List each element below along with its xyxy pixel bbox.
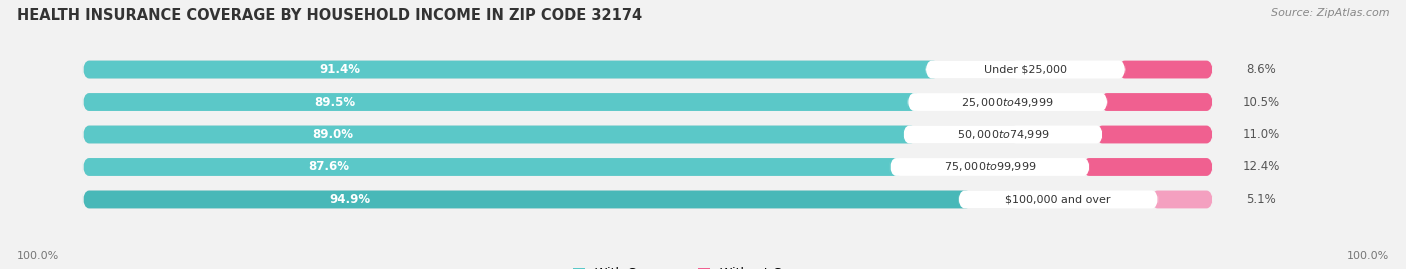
- Text: 10.5%: 10.5%: [1243, 95, 1279, 108]
- FancyBboxPatch shape: [83, 61, 939, 79]
- FancyBboxPatch shape: [1152, 190, 1213, 208]
- FancyBboxPatch shape: [83, 190, 972, 208]
- FancyBboxPatch shape: [1083, 158, 1213, 176]
- FancyBboxPatch shape: [1095, 126, 1213, 143]
- Text: $100,000 and over: $100,000 and over: [1005, 194, 1111, 204]
- FancyBboxPatch shape: [1101, 93, 1213, 111]
- Text: HEALTH INSURANCE COVERAGE BY HOUSEHOLD INCOME IN ZIP CODE 32174: HEALTH INSURANCE COVERAGE BY HOUSEHOLD I…: [17, 8, 643, 23]
- Text: 89.0%: 89.0%: [312, 128, 354, 141]
- FancyBboxPatch shape: [959, 190, 1159, 208]
- FancyBboxPatch shape: [83, 158, 904, 176]
- Text: 8.6%: 8.6%: [1246, 63, 1275, 76]
- Text: 94.9%: 94.9%: [329, 193, 370, 206]
- Text: 100.0%: 100.0%: [17, 251, 59, 261]
- Text: 5.1%: 5.1%: [1246, 193, 1275, 206]
- Legend: With Coverage, Without Coverage: With Coverage, Without Coverage: [572, 267, 834, 269]
- FancyBboxPatch shape: [83, 190, 1019, 208]
- FancyBboxPatch shape: [908, 93, 1108, 111]
- Text: 11.0%: 11.0%: [1243, 128, 1279, 141]
- FancyBboxPatch shape: [890, 158, 1090, 176]
- Text: $50,000 to $74,999: $50,000 to $74,999: [956, 128, 1049, 141]
- Text: 91.4%: 91.4%: [319, 63, 360, 76]
- FancyBboxPatch shape: [925, 61, 1125, 79]
- Text: 100.0%: 100.0%: [1347, 251, 1389, 261]
- Text: Source: ZipAtlas.com: Source: ZipAtlas.com: [1271, 8, 1389, 18]
- FancyBboxPatch shape: [903, 126, 1102, 143]
- Text: $25,000 to $49,999: $25,000 to $49,999: [962, 95, 1054, 108]
- FancyBboxPatch shape: [83, 61, 1019, 79]
- Text: 12.4%: 12.4%: [1243, 161, 1279, 174]
- Text: 87.6%: 87.6%: [309, 161, 350, 174]
- FancyBboxPatch shape: [83, 93, 1019, 111]
- FancyBboxPatch shape: [83, 126, 1019, 143]
- Text: Under $25,000: Under $25,000: [984, 65, 1067, 75]
- FancyBboxPatch shape: [83, 126, 917, 143]
- Text: $75,000 to $99,999: $75,000 to $99,999: [943, 161, 1036, 174]
- Text: 89.5%: 89.5%: [314, 95, 356, 108]
- FancyBboxPatch shape: [83, 93, 921, 111]
- FancyBboxPatch shape: [1118, 61, 1213, 79]
- FancyBboxPatch shape: [83, 158, 1019, 176]
